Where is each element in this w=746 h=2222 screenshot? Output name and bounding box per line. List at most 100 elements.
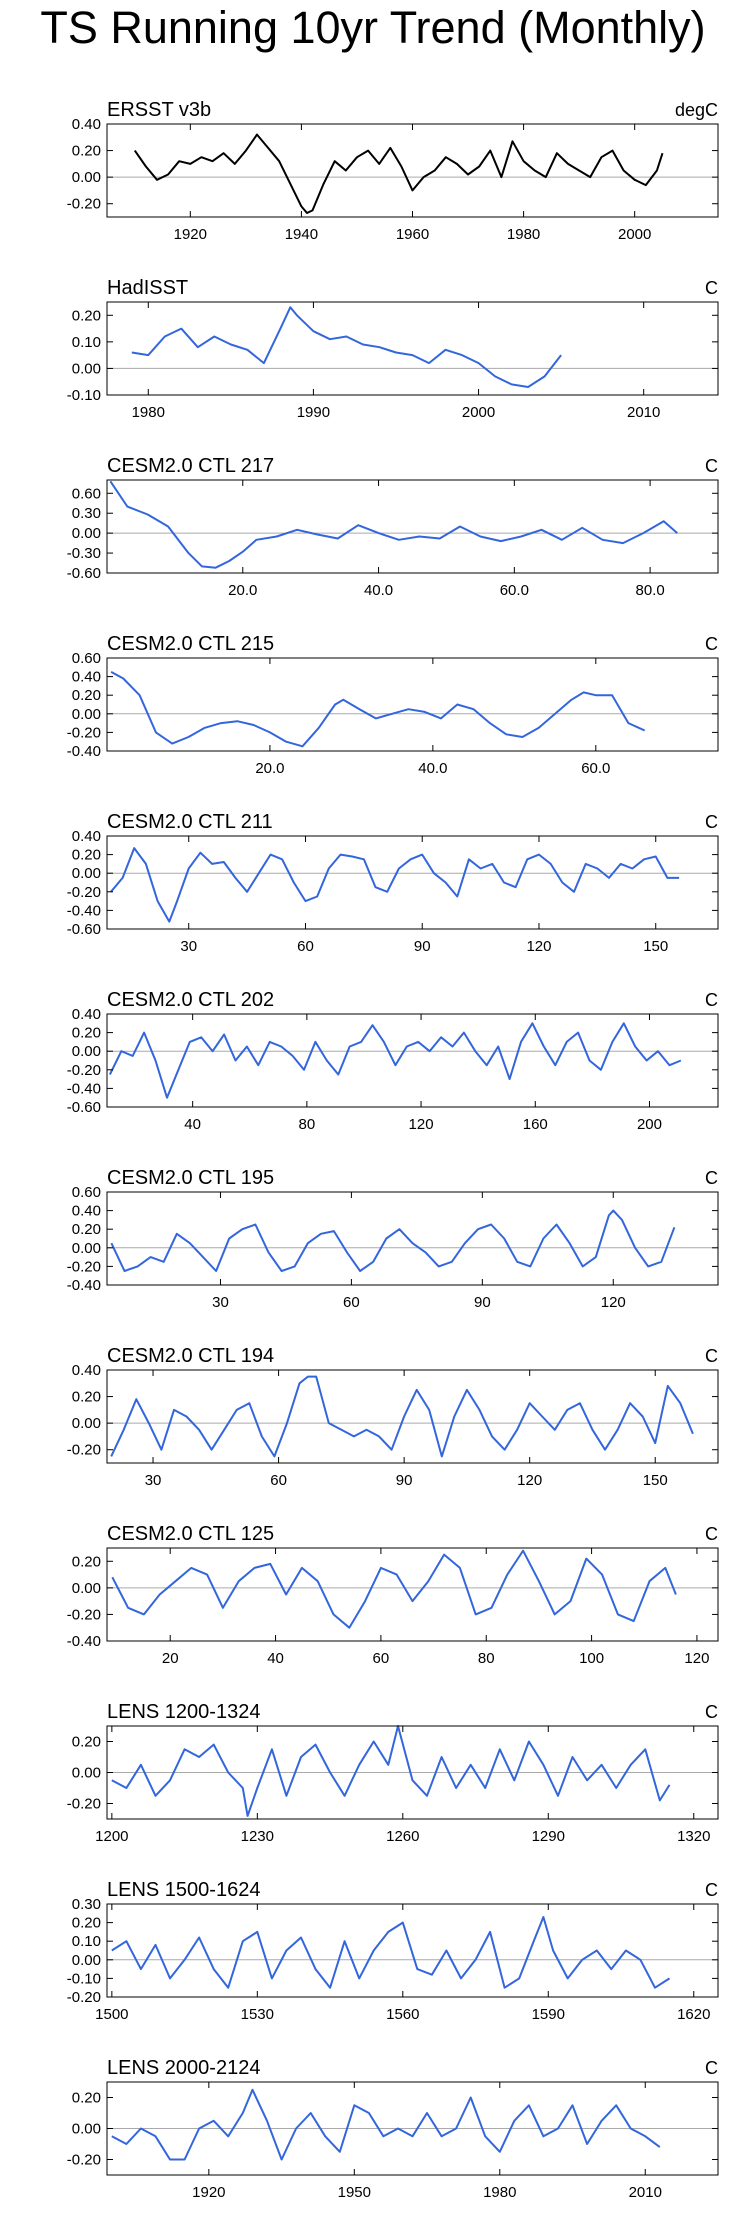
x-tick-label: 40: [184, 1116, 201, 1133]
x-tick-label: 1960: [396, 226, 429, 243]
y-tick-label: -0.20: [67, 1062, 101, 1079]
chart-title: CESM2.0 CTL 202: [107, 989, 274, 1011]
x-tick-label: 1230: [241, 1828, 274, 1845]
chart-svg: LENS 2000-2124 C -0.20 0.00 0.20 1920 1950 1980…: [67, 2057, 719, 2201]
chart-svg: CESM2.0 CTL 194 C -0.20 0.00 0.20 0.40 30 60 90 1…: [67, 1345, 719, 1489]
chart-panel: CESM2.0 CTL 202 C -0.60 -0.40 -0.20 0.00 0.20 0…: [0, 986, 746, 1146]
chart-svg: LENS 1200-1324 C -0.20 0.00 0.20 1200 1230 1260…: [67, 1701, 719, 1845]
chart-units: C: [705, 1524, 718, 1544]
y-tick-label: 0.00: [72, 1580, 101, 1597]
y-tick-label: 0.20: [72, 143, 101, 160]
series-line: [110, 1375, 694, 1458]
x-tick-label: 1980: [483, 2184, 516, 2201]
plot-frame: [106, 1369, 719, 1464]
x-tick-label: 60: [270, 1472, 287, 1489]
x-tick-label: 80: [478, 1650, 495, 1667]
y-tick-label: -0.20: [67, 2152, 101, 2169]
y-tick-label: 0.20: [72, 1025, 101, 1042]
y-tick-label: -0.60: [67, 921, 101, 938]
x-tick-label: 120: [601, 1294, 626, 1311]
x-tick-label: 1320: [677, 1828, 710, 1845]
y-tick-label: -0.20: [67, 1989, 101, 2006]
plot-frame: [106, 1903, 719, 1998]
x-tick-label: 100: [579, 1650, 604, 1667]
chart-title: LENS 1500-1624: [107, 1879, 260, 1901]
y-tick-label: 0.00: [72, 360, 101, 377]
x-tick-label: 1990: [297, 404, 330, 421]
x-tick-label: 2000: [462, 404, 495, 421]
x-tick-label: 1260: [386, 1828, 419, 1845]
x-tick-label: 30: [145, 1472, 162, 1489]
x-tick-label: 30: [212, 1294, 229, 1311]
chart-units: degC: [675, 100, 718, 120]
y-tick-label: 0.10: [72, 1933, 101, 1950]
y-tick-label: 0.30: [72, 505, 101, 522]
chart-units: C: [705, 812, 718, 832]
chart-units: C: [705, 1346, 718, 1366]
chart-panel: CESM2.0 CTL 195 C -0.40 -0.20 0.00 0.20 0.40 0.…: [0, 1164, 746, 1324]
y-tick-label: -0.40: [67, 743, 101, 760]
x-tick-label: 2010: [627, 404, 660, 421]
chart-panel: LENS 1500-1624 C -0.20 -0.10 0.00 0.10 0.20 0.3…: [0, 1876, 746, 2036]
chart-svg: ERSST v3b degC -0.20 0.00 0.20 0.40 1920 1940 19…: [67, 99, 719, 243]
x-tick-label: 60.0: [500, 582, 529, 599]
series-line: [109, 480, 678, 569]
plot-frame: [106, 479, 719, 574]
x-tick-label: 80: [299, 1116, 316, 1133]
y-tick-label: 0.00: [72, 1415, 101, 1432]
series-line: [111, 1916, 671, 1989]
x-tick-label: 60: [343, 1294, 360, 1311]
chart-panel: LENS 1200-1324 C -0.20 0.00 0.20 1200 1230 1260…: [0, 1698, 746, 1858]
y-tick-label: -0.10: [67, 1970, 101, 1987]
x-tick-label: 90: [474, 1294, 491, 1311]
x-tick-label: 60: [297, 938, 314, 955]
x-tick-label: 20: [162, 1650, 179, 1667]
series-line: [111, 1549, 677, 1629]
x-tick-label: 120: [526, 938, 551, 955]
chart-svg: CESM2.0 CTL 215 C -0.40 -0.200.00 0.200.40 0.…: [67, 633, 719, 777]
x-tick-label: 150: [643, 938, 668, 955]
chart-title: CESM2.0 CTL 194: [107, 1345, 274, 1367]
chart-units: C: [705, 278, 718, 298]
chart-panel: CESM2.0 CTL 217 C -0.60 -0.30 0.00 0.30 0.60 20…: [0, 452, 746, 612]
x-tick-label: 60.0: [581, 760, 610, 777]
chart-units: C: [705, 1702, 718, 1722]
series-line: [111, 1725, 671, 1817]
chart-svg: CESM2.0 CTL 125 C -0.40 -0.20 0.00 0.20 20 40 60…: [67, 1523, 719, 1667]
series-line: [131, 306, 562, 388]
chart-panel: ERSST v3b degC -0.20 0.00 0.20 0.40 1920 1940 19…: [0, 96, 746, 256]
y-tick-label: 0.10: [72, 334, 101, 351]
series-line: [133, 133, 664, 214]
chart-title: CESM2.0 CTL 195: [107, 1167, 274, 1189]
y-tick-label: 0.00: [72, 1240, 101, 1257]
plot-frame: [106, 1547, 719, 1642]
y-tick-label: -0.40: [67, 902, 101, 919]
chart-units: C: [705, 990, 718, 1010]
y-tick-label: 0.00: [72, 169, 101, 186]
x-tick-label: 2010: [629, 2184, 662, 2201]
y-tick-label: 0.20: [72, 1221, 101, 1238]
y-tick-label: 0.00: [72, 525, 101, 542]
x-tick-label: 1590: [532, 2006, 565, 2023]
series-line: [111, 2088, 661, 2161]
y-tick-label: 0.00: [72, 706, 101, 723]
x-tick-label: 80.0: [636, 582, 665, 599]
y-tick-label: -0.20: [67, 724, 101, 741]
x-tick-label: 90: [414, 938, 431, 955]
chart-title: CESM2.0 CTL 125: [107, 1523, 274, 1545]
chart-svg: HadISST C -0.10 0.00 0.10 0.20 1980 1990 2000 201…: [67, 277, 719, 421]
series-line: [109, 1022, 682, 1099]
series-line: [110, 671, 646, 748]
chart-panel: HadISST C -0.10 0.00 0.10 0.20 1980 1990 2000 201…: [0, 274, 746, 434]
y-tick-label: 0.00: [72, 2121, 101, 2138]
x-tick-label: 1200: [95, 1828, 128, 1845]
y-tick-label: -0.30: [67, 545, 101, 562]
y-tick-label: -0.20: [67, 884, 101, 901]
x-tick-label: 40.0: [418, 760, 447, 777]
y-tick-label: 0.40: [72, 828, 101, 845]
chart-units: C: [705, 1168, 718, 1188]
y-tick-label: 0.60: [72, 485, 101, 502]
x-tick-label: 150: [643, 1472, 668, 1489]
plot-frame: [106, 301, 719, 396]
y-tick-label: -0.40: [67, 1633, 101, 1650]
